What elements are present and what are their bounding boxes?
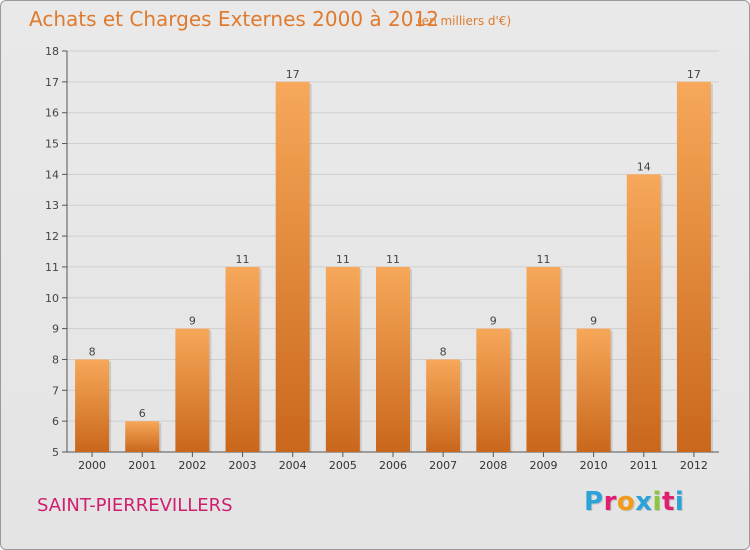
bar xyxy=(175,328,210,452)
place-name: SAINT-PIERREVILLERS xyxy=(37,495,233,516)
bar xyxy=(376,266,410,452)
bar xyxy=(275,81,310,452)
bar xyxy=(426,359,461,452)
bar-value-label: 8 xyxy=(440,345,447,358)
bar-value-label: 11 xyxy=(536,253,550,266)
y-tick-label: 7 xyxy=(52,384,59,397)
x-tick-label: 2009 xyxy=(529,459,557,472)
logo-letter: o xyxy=(616,487,636,517)
bar xyxy=(526,266,561,452)
x-tick-label: 2003 xyxy=(229,459,257,472)
bar-value-label: 17 xyxy=(286,68,300,81)
bar-value-label: 9 xyxy=(590,315,597,328)
x-tick-label: 2011 xyxy=(630,459,658,472)
y-tick-label: 10 xyxy=(45,292,59,305)
x-tick-label: 2012 xyxy=(680,459,708,472)
bar xyxy=(676,81,711,452)
logo-letter: i xyxy=(674,487,685,517)
y-tick-label: 14 xyxy=(45,168,59,181)
bars xyxy=(75,81,713,452)
y-tick-label: 6 xyxy=(52,415,59,428)
chart-title: Achats et Charges Externes 2000 à 2012 xyxy=(29,7,439,31)
bar xyxy=(75,359,110,452)
x-tick-label: 2005 xyxy=(329,459,357,472)
y-tick-label: 5 xyxy=(52,446,59,459)
y-tick-label: 18 xyxy=(45,45,59,58)
logo-letter: x xyxy=(635,487,653,517)
x-tick-label: 2008 xyxy=(479,459,507,472)
logo-letter: r xyxy=(603,487,617,517)
y-tick-label: 12 xyxy=(45,230,59,243)
labels: 8 2000 6 2001 9 2002 11 2003 17 2004 11 2005 11 2006 8… xyxy=(78,68,708,472)
bar-value-label: 9 xyxy=(490,315,497,328)
bar-value-label: 11 xyxy=(236,253,250,266)
bar xyxy=(576,328,611,452)
y-tick-label: 9 xyxy=(52,323,59,336)
y-tick-label: 13 xyxy=(45,199,59,212)
bar-value-label: 8 xyxy=(89,345,96,358)
y-tick-label: 17 xyxy=(45,76,59,89)
x-tick-label: 2010 xyxy=(580,459,608,472)
bar-value-label: 14 xyxy=(637,160,651,173)
bar xyxy=(626,174,661,452)
proxiti-logo: Proxiti xyxy=(584,487,684,517)
logo-letter: t xyxy=(661,487,675,517)
bar-value-label: 17 xyxy=(687,68,701,81)
chart-unit: (en milliers d'€) xyxy=(417,14,512,28)
bar xyxy=(125,421,160,452)
y-tick-label: 16 xyxy=(45,107,59,120)
x-tick-label: 2007 xyxy=(429,459,457,472)
y-tick-label: 15 xyxy=(45,138,59,151)
bar xyxy=(225,266,260,452)
y-tick-label: 11 xyxy=(45,261,59,274)
logo-letter: P xyxy=(584,487,604,517)
x-tick-label: 2002 xyxy=(178,459,206,472)
bar xyxy=(476,328,511,452)
x-tick-label: 2006 xyxy=(379,459,407,472)
logo-letter: i xyxy=(652,487,662,517)
x-tick-label: 2001 xyxy=(128,459,156,472)
bar-value-label: 11 xyxy=(386,253,400,266)
bar xyxy=(325,266,360,452)
x-tick-label: 2004 xyxy=(279,459,307,472)
bar-value-label: 11 xyxy=(336,253,350,266)
y-tick-label: 8 xyxy=(52,353,59,366)
bar-value-label: 6 xyxy=(139,407,146,420)
bar-value-label: 9 xyxy=(189,315,196,328)
x-tick-label: 2000 xyxy=(78,459,106,472)
